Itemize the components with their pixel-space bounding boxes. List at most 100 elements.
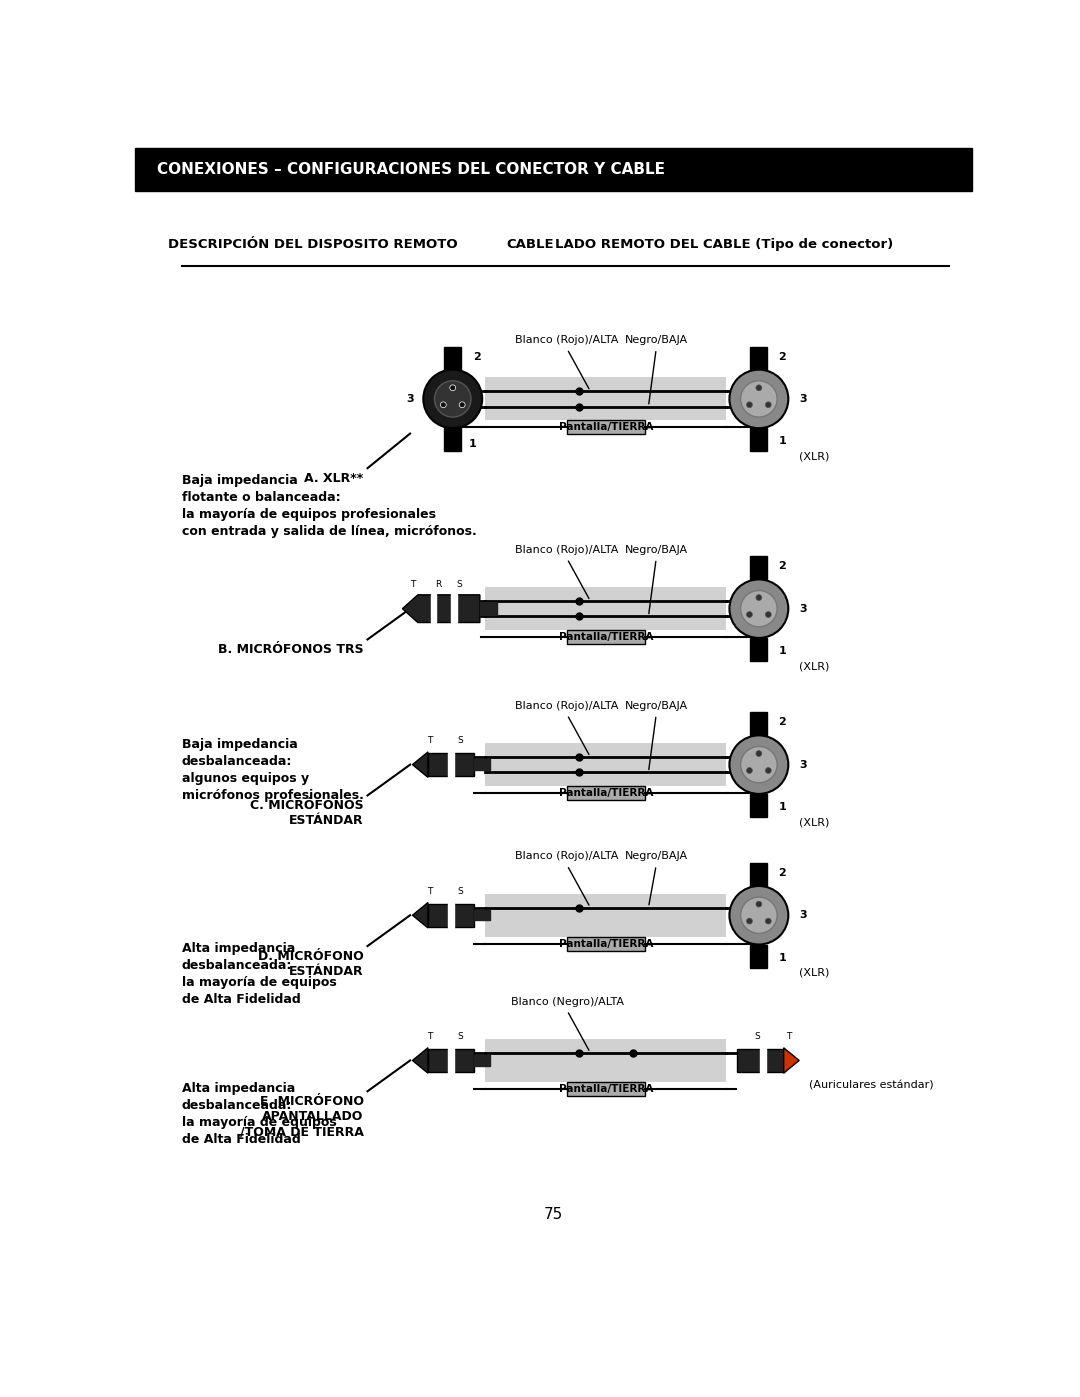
Circle shape (756, 595, 761, 601)
Circle shape (729, 886, 788, 944)
Text: S: S (755, 1032, 760, 1041)
Text: (XLR): (XLR) (799, 451, 829, 461)
Circle shape (746, 767, 753, 774)
Text: LADO REMOTO DEL CABLE (Tipo de conector): LADO REMOTO DEL CABLE (Tipo de conector) (555, 237, 893, 251)
Text: S: S (457, 580, 462, 588)
Polygon shape (784, 1048, 799, 1073)
Text: T: T (427, 1032, 432, 1041)
Bar (751, 863, 768, 886)
Circle shape (756, 750, 761, 756)
Text: T: T (785, 1032, 791, 1041)
Text: la mayoría de equipos: la mayoría de equipos (181, 977, 336, 989)
Text: Blanco (Rojo)/ALTA: Blanco (Rojo)/ALTA (515, 545, 619, 555)
Bar (567, 630, 645, 644)
Bar (751, 793, 768, 817)
Text: CONEXIONES – CONFIGURACIONES DEL CONECTOR Y CABLE: CONEXIONES – CONFIGURACIONES DEL CONECTO… (157, 162, 664, 177)
Text: Baja impedancia: Baja impedancia (181, 738, 297, 750)
Text: Negro/BAJA: Negro/BAJA (624, 335, 688, 345)
Bar (751, 638, 768, 661)
Circle shape (746, 612, 753, 617)
Bar (751, 944, 768, 968)
Text: desbalanceada:: desbalanceada: (181, 960, 292, 972)
Circle shape (766, 402, 771, 408)
Circle shape (756, 901, 761, 907)
Circle shape (741, 746, 778, 782)
Bar (751, 712, 768, 735)
Bar (567, 937, 645, 951)
Circle shape (766, 767, 771, 774)
Text: Pantalla/TIERRA: Pantalla/TIERRA (558, 633, 653, 643)
Text: flotante o balanceada:: flotante o balanceada: (181, 492, 340, 504)
Text: E. MICRÓFONO
APANTALLADO
/TOMA DE TIERRA: E. MICRÓFONO APANTALLADO /TOMA DE TIERRA (240, 1095, 364, 1139)
Text: B. MICRÓFONOS TRS: B. MICRÓFONOS TRS (218, 644, 364, 657)
Text: 75: 75 (544, 1207, 563, 1221)
Circle shape (756, 384, 761, 391)
Bar (444, 427, 461, 451)
Text: A. XLR**: A. XLR** (305, 472, 364, 485)
Text: DESCRIPCIÓN DEL DISPOSITO REMOTO: DESCRIPCIÓN DEL DISPOSITO REMOTO (168, 237, 458, 251)
Text: T: T (427, 736, 432, 746)
Text: S: S (458, 887, 463, 895)
Text: 1: 1 (779, 802, 786, 812)
Text: Alta impedancia: Alta impedancia (181, 1083, 295, 1095)
Text: Blanco (Negro)/ALTA: Blanco (Negro)/ALTA (511, 996, 623, 1007)
Text: 3: 3 (799, 394, 807, 404)
Text: S: S (458, 736, 463, 746)
Bar (567, 420, 645, 434)
Text: Pantalla/TIERRA: Pantalla/TIERRA (558, 422, 653, 433)
Text: de Alta Fidelidad: de Alta Fidelidad (181, 993, 300, 1006)
Circle shape (434, 381, 471, 418)
Bar (448, 902, 454, 928)
Bar (448, 753, 454, 777)
Bar (485, 587, 727, 630)
Bar (474, 909, 490, 921)
Bar (738, 1049, 784, 1071)
Bar (474, 1055, 490, 1066)
Text: (XLR): (XLR) (799, 968, 829, 978)
Text: de Alta Fidelidad: de Alta Fidelidad (181, 1133, 300, 1146)
Polygon shape (413, 752, 428, 777)
Circle shape (766, 918, 771, 923)
Text: (XLR): (XLR) (799, 661, 829, 672)
Bar (567, 787, 645, 800)
Text: 3: 3 (406, 394, 414, 404)
Circle shape (729, 370, 788, 427)
Bar (474, 760, 490, 770)
Bar (760, 1048, 766, 1073)
Circle shape (766, 612, 771, 617)
Text: R: R (435, 580, 441, 588)
Bar (431, 594, 436, 623)
Text: 2: 2 (779, 717, 786, 728)
Bar (485, 894, 727, 937)
Bar (428, 1049, 474, 1071)
Text: desbalanceada:: desbalanceada: (181, 1099, 292, 1112)
Text: Negro/BAJA: Negro/BAJA (624, 701, 688, 711)
Text: Baja impedancia: Baja impedancia (181, 474, 297, 488)
Polygon shape (403, 595, 480, 623)
Bar (485, 743, 727, 787)
Circle shape (729, 735, 788, 793)
Text: 1: 1 (469, 439, 476, 448)
Bar (751, 556, 768, 580)
Text: Pantalla/TIERRA: Pantalla/TIERRA (558, 1084, 653, 1094)
Text: Negro/BAJA: Negro/BAJA (624, 851, 688, 862)
Bar (485, 1039, 727, 1083)
Bar (428, 904, 474, 926)
Text: Negro/BAJA: Negro/BAJA (624, 545, 688, 555)
Text: Pantalla/TIERRA: Pantalla/TIERRA (558, 788, 653, 798)
Bar (451, 594, 457, 623)
Text: 2: 2 (779, 562, 786, 571)
Bar (485, 377, 727, 420)
Text: 2: 2 (779, 868, 786, 877)
Text: Alta impedancia: Alta impedancia (181, 942, 295, 956)
Text: la mayoría de equipos: la mayoría de equipos (181, 1116, 336, 1129)
Circle shape (459, 402, 465, 408)
Circle shape (423, 370, 482, 427)
Text: con entrada y salida de línea, micrófonos.: con entrada y salida de línea, micrófono… (181, 525, 476, 538)
Circle shape (449, 384, 456, 391)
Text: T: T (409, 580, 415, 588)
Bar (567, 1083, 645, 1095)
Text: D. MICRÓFONO
ESTÁNDAR: D. MICRÓFONO ESTÁNDAR (258, 950, 364, 978)
Text: micrófonos profesionales.: micrófonos profesionales. (181, 788, 363, 802)
Bar (480, 602, 497, 615)
